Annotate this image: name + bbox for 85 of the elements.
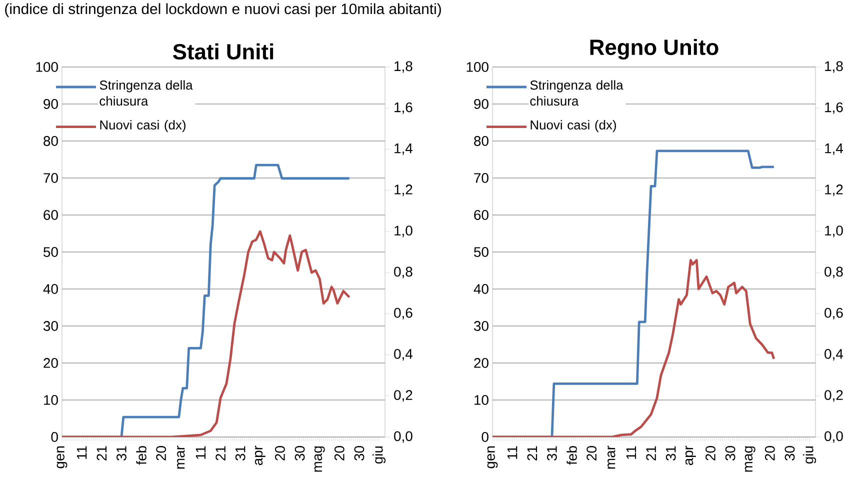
- x-tick-label: mag: [744, 446, 756, 472]
- x-tick-label: 21: [216, 446, 226, 460]
- y-tick-label: 100: [36, 62, 58, 72]
- x-tick-label: 11: [77, 446, 87, 459]
- y-tick-label: 0: [51, 432, 58, 442]
- x-tick-label: giu: [803, 446, 816, 464]
- y-tick-label: 90: [474, 99, 488, 109]
- y-tick-label: 60: [44, 210, 58, 220]
- x-tick-label: apr: [685, 446, 696, 466]
- text: (indice di stringenza del lockdown e nuovi casi per 10mila abitanti): [5, 3, 441, 18]
- y2-tick-label: 0,0: [824, 431, 843, 443]
- y2-tick-label: 0,2: [824, 390, 843, 402]
- legend-label: Stringenza della chiusura: [100, 80, 193, 106]
- x-tick-label: gen: [56, 446, 68, 468]
- x-tick-label: 20: [706, 446, 716, 460]
- y2-tick-label: 1,0: [394, 226, 412, 238]
- y2-tick-label: 1,8: [394, 61, 412, 73]
- y-tick-label: 10: [474, 395, 488, 405]
- x-tick-label: 30: [725, 446, 736, 461]
- x-tick-label: 21: [646, 446, 656, 460]
- y-tick-label: 30: [43, 321, 58, 331]
- x-tick-label: 11: [626, 446, 636, 459]
- y-tick-label: 0: [482, 432, 488, 442]
- chart-title: Stati Uniti: [172, 43, 274, 60]
- y-tick-label: 80: [474, 136, 488, 146]
- y-tick-label: 10: [44, 395, 58, 405]
- x-tick-label: mag: [314, 446, 325, 472]
- y2-tick-label: 0,0: [394, 431, 412, 443]
- y2-tick-label: 0,8: [394, 266, 412, 278]
- y2-tick-label: 1,8: [825, 61, 843, 73]
- x-tick-label: 30: [294, 446, 305, 461]
- y-tick-label: 50: [44, 247, 58, 257]
- chart-title: Regno Unito: [590, 38, 718, 60]
- x-tick-label: giu: [372, 446, 386, 464]
- x-tick-label: 31: [235, 446, 246, 461]
- line-series: [492, 259, 776, 437]
- legend-label: Nuovi casi (dx): [530, 120, 616, 132]
- y-tick-label: 70: [44, 173, 58, 183]
- y-tick-label: 100: [466, 62, 488, 72]
- y2-tick-label: 0,6: [824, 308, 843, 320]
- y-tick-label: 40: [474, 284, 488, 294]
- y-tick-label: 50: [474, 247, 488, 257]
- x-tick-label: mar: [608, 446, 616, 469]
- x-tick-label: 20: [156, 446, 166, 460]
- y2-tick-label: 0,4: [824, 349, 844, 361]
- y2-tick-label: 1,6: [394, 102, 412, 114]
- x-tick-label: 31: [547, 446, 557, 461]
- line-series: [62, 230, 351, 437]
- x-tick-label: 30: [784, 446, 795, 461]
- y-tick-label: 40: [43, 284, 58, 294]
- x-tick-label: 21: [96, 446, 106, 460]
- y2-tick-label: 1,4: [825, 144, 844, 155]
- x-tick-label: 20: [586, 446, 597, 460]
- y2-tick-label: 0,8: [824, 266, 843, 278]
- x-tick-label: 21: [527, 446, 538, 460]
- y2-tick-label: 1,2: [394, 184, 412, 196]
- x-tick-label: 11: [196, 446, 206, 459]
- y2-tick-label: 0,2: [394, 390, 412, 402]
- y-tick-label: 60: [474, 210, 488, 220]
- legend-label: Nuovi casi (dx): [100, 120, 186, 132]
- x-tick-label: 20: [764, 446, 775, 460]
- y2-tick-label: 1,4: [394, 144, 412, 155]
- x-tick-label: gen: [487, 446, 498, 468]
- y2-tick-label: 1,0: [825, 226, 843, 238]
- x-tick-label: 11: [508, 446, 518, 459]
- y-tick-label: 20: [44, 358, 58, 368]
- x-tick-label: 20: [334, 446, 344, 460]
- y-tick-label: 80: [44, 136, 58, 146]
- y-tick-label: 20: [474, 358, 488, 368]
- x-tick-label: feb: [136, 446, 146, 465]
- y2-tick-label: 0,6: [394, 308, 412, 320]
- x-tick-label: apr: [254, 446, 266, 466]
- y-tick-label: 30: [474, 321, 488, 331]
- x-tick-label: 20: [275, 446, 285, 460]
- y2-tick-label: 1,2: [825, 184, 843, 196]
- x-tick-label: 31: [666, 446, 676, 461]
- x-tick-label: 31: [116, 446, 126, 461]
- x-tick-label: mar: [177, 446, 185, 469]
- y-tick-label: 70: [474, 173, 488, 183]
- x-tick-label: 30: [354, 446, 364, 461]
- x-tick-label: feb: [566, 446, 577, 465]
- legend-label: Stringenza della chiusura: [530, 80, 624, 106]
- y-tick-label: 90: [44, 99, 58, 109]
- y2-tick-label: 0,4: [394, 349, 412, 361]
- y2-tick-label: 1,6: [825, 102, 843, 114]
